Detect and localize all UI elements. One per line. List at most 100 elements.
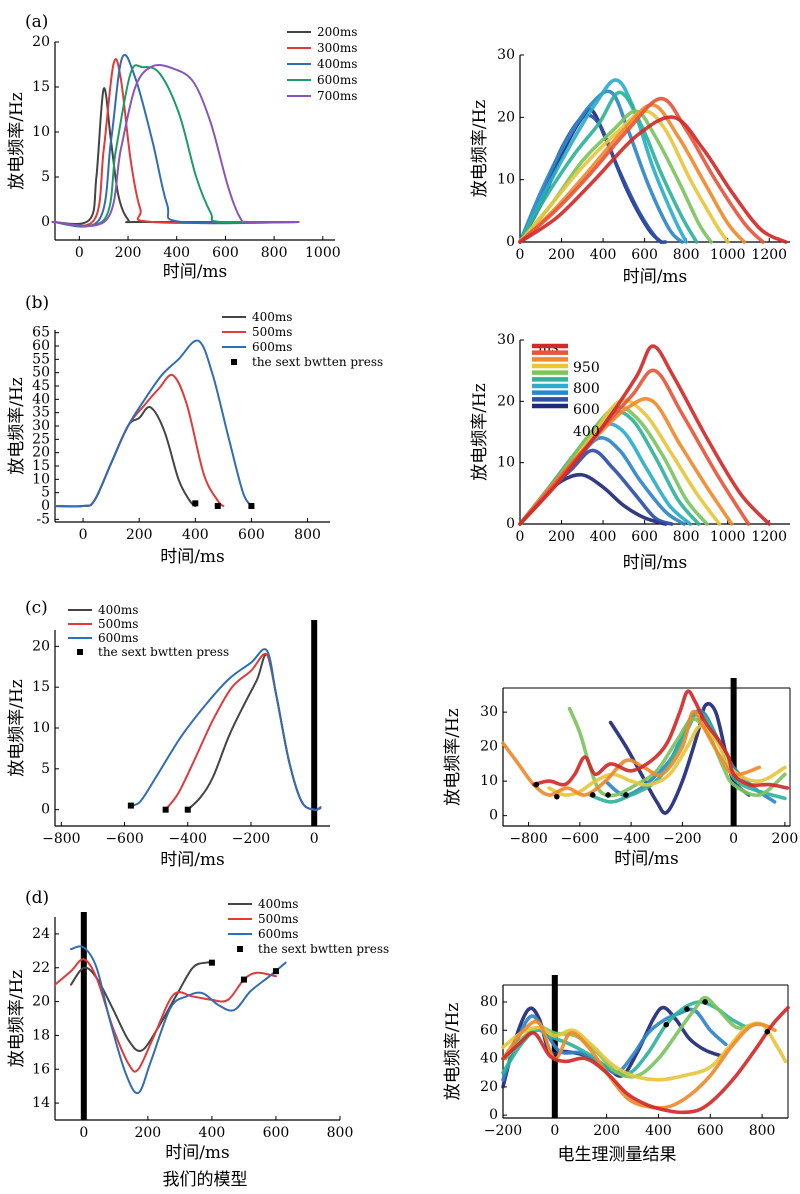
y-tick-label: 5 bbox=[41, 761, 50, 777]
series-line-2 bbox=[164, 652, 322, 811]
legend-label: 600ms bbox=[317, 73, 357, 87]
x-tick-label: 600 bbox=[631, 529, 658, 545]
x-tick-label: 200 bbox=[548, 247, 575, 263]
data-dot bbox=[764, 1028, 771, 1035]
series-line-3 bbox=[518, 89, 684, 244]
y-axis-label: 放电频率/Hz bbox=[470, 383, 490, 481]
y-tick-label: 15 bbox=[32, 79, 50, 95]
y-tick-label: 20 bbox=[497, 109, 515, 125]
y-tick-label: 35 bbox=[32, 405, 50, 421]
series-line-10 bbox=[518, 115, 788, 244]
data-dot bbox=[554, 793, 560, 800]
button-press-marker bbox=[184, 806, 191, 813]
x-tick-label: 200 bbox=[134, 1125, 161, 1141]
legend-marker-label: the sext bwtten press bbox=[258, 942, 389, 956]
y-axis-label: 放电频率/Hz bbox=[443, 1003, 463, 1101]
series-line-1 bbox=[51, 87, 300, 225]
y-tick-label: 10 bbox=[32, 471, 50, 487]
y-tick-label: 20 bbox=[32, 638, 50, 654]
y-tick-label: 10 bbox=[32, 720, 50, 736]
x-tick-label: 600 bbox=[631, 247, 658, 263]
x-tick-label: 200 bbox=[126, 527, 153, 543]
x-axis-label: 时间/ms bbox=[165, 1143, 230, 1163]
series-line-5 bbox=[51, 64, 300, 227]
x-tick-label: 800 bbox=[749, 1123, 776, 1139]
y-axis-label: 放电频率/Hz bbox=[470, 100, 490, 198]
series-line-5 bbox=[518, 90, 699, 244]
x-tick-label: 0 bbox=[310, 831, 319, 847]
y-tick-label: 15 bbox=[32, 679, 50, 695]
caption-model: 我们的模型 bbox=[163, 1170, 248, 1190]
x-tick-label: −200 bbox=[232, 831, 270, 847]
caption-electrophysiology: 电生理测量结果 bbox=[558, 1145, 677, 1165]
series-line-2 bbox=[51, 58, 300, 227]
y-tick-label: 60 bbox=[480, 1022, 498, 1038]
x-tick-label: 0 bbox=[550, 1123, 559, 1139]
chart-b-model: 0 200 400 600 800-50510152025303540455055606… bbox=[7, 310, 383, 567]
y-tick-label: 5 bbox=[41, 485, 50, 501]
x-tick-label: 600 bbox=[212, 245, 239, 261]
y-tick-label: 20 bbox=[480, 739, 498, 755]
x-axis-label: 时间/ms bbox=[160, 850, 225, 870]
x-tick-label: 800 bbox=[261, 245, 288, 261]
chart-b-ephys: 0 200 400 600 800 1000 1200 0 10 20 30 放电频率/Hz 时间/ms bbox=[470, 332, 790, 573]
y-tick-label: 0 bbox=[489, 1107, 498, 1123]
x-tick-label: −400 bbox=[169, 831, 207, 847]
y-tick-label: 30 bbox=[480, 704, 498, 720]
data-dot bbox=[663, 1021, 670, 1028]
y-tick-label: 10 bbox=[32, 124, 50, 140]
button-press-marker bbox=[240, 976, 247, 983]
y-tick-label: 30 bbox=[32, 418, 50, 434]
x-tick-label: −400 bbox=[612, 831, 650, 847]
y-tick-label: 45 bbox=[32, 378, 50, 394]
y-tick-label: 10 bbox=[497, 455, 515, 471]
y-tick-label: 55 bbox=[32, 351, 50, 367]
x-tick-label: 400 bbox=[645, 1123, 672, 1139]
legend-marker-label: the sext bwtten press bbox=[252, 355, 383, 369]
x-tick-label: 200 bbox=[772, 831, 799, 847]
y-tick-label: 0 bbox=[41, 214, 50, 230]
legend-label: 700ms bbox=[317, 89, 357, 103]
x-tick-label: 0 bbox=[75, 245, 84, 261]
chart-a-model: 0 200 400 600 800 1000 0 5 10 15 20 放电频率/Hz 时间/ms 200… bbox=[7, 25, 357, 282]
button-press-marker bbox=[192, 500, 199, 507]
x-tick-label: 400 bbox=[590, 529, 617, 545]
data-dot bbox=[684, 1006, 690, 1012]
colorbar-label-950: 950 bbox=[573, 360, 600, 376]
x-axis-label: 时间/ms bbox=[163, 262, 228, 282]
data-dot bbox=[623, 792, 629, 798]
x-axis-label: 时间/ms bbox=[623, 553, 688, 573]
legend-marker-swatch bbox=[237, 946, 243, 952]
series-line-4 bbox=[51, 64, 300, 227]
legend-label: 400ms bbox=[258, 897, 298, 911]
series-line-4 bbox=[518, 78, 688, 244]
series-line-3 bbox=[54, 339, 253, 508]
y-tick-label: 0 bbox=[41, 498, 50, 514]
x-tick-label: 800 bbox=[673, 529, 700, 545]
x-tick-label: −800 bbox=[42, 831, 80, 847]
y-tick-label: 65 bbox=[32, 325, 50, 341]
series-line-10 bbox=[518, 344, 771, 526]
colorbar-label-400: 400 bbox=[573, 424, 600, 440]
data-dot bbox=[605, 792, 611, 798]
series-line-1 bbox=[54, 406, 197, 508]
series-line-3 bbox=[70, 945, 287, 1095]
chart-c-ephys: −800 −600 −400 −200 0 200 0 10 20 30 放电频率/Hz 时间/ms bbox=[443, 678, 798, 869]
x-tick-label: −600 bbox=[105, 831, 143, 847]
y-tick-label: 18 bbox=[32, 1027, 50, 1043]
y-tick-label: 25 bbox=[32, 431, 50, 447]
x-tick-label: 800 bbox=[294, 527, 321, 543]
series-line-2 bbox=[54, 373, 225, 508]
y-tick-label: 5 bbox=[41, 169, 50, 185]
x-tick-label: 400 bbox=[182, 527, 209, 543]
y-tick-label: 10 bbox=[497, 172, 515, 188]
y-tick-label: 0 bbox=[506, 516, 515, 532]
legend-marker-label: the sext bwtten press bbox=[98, 645, 229, 659]
y-tick-label: 14 bbox=[32, 1095, 50, 1111]
legend-label: 400ms bbox=[252, 310, 292, 324]
series-line-6 bbox=[501, 1019, 777, 1110]
legend-label: 300ms bbox=[317, 41, 357, 55]
legend-label: 500ms bbox=[252, 325, 292, 339]
y-tick-label: 40 bbox=[32, 391, 50, 407]
x-tick-label: 0 bbox=[79, 1125, 88, 1141]
